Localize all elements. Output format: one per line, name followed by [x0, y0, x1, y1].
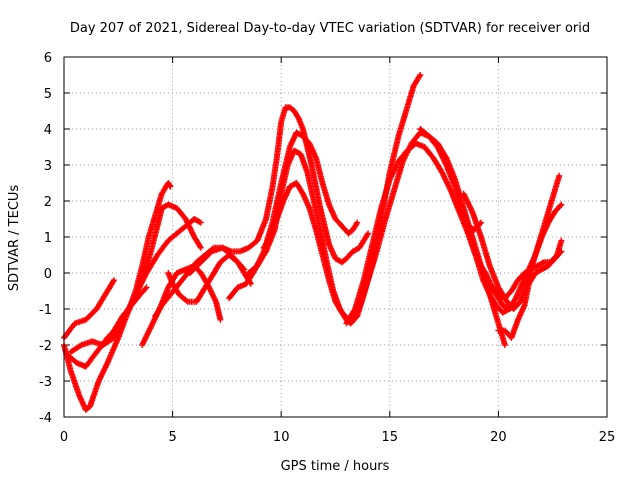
data-point: [183, 297, 190, 304]
data-point: [197, 244, 204, 251]
series-track-1: [61, 277, 117, 341]
y-tick-label: 5: [44, 87, 52, 102]
y-tick-label: 3: [44, 159, 52, 174]
y-tick-label: -2: [39, 339, 52, 354]
x-tick-label: 25: [599, 430, 616, 445]
y-tick-label: -4: [39, 411, 52, 426]
data-point: [558, 248, 565, 255]
plot-frame: [63, 56, 608, 418]
y-axis-label: SDTVAR / TECUs: [7, 185, 22, 292]
data-point: [354, 219, 361, 226]
x-tick-label: 10: [273, 430, 290, 445]
x-tick-label: 15: [382, 430, 399, 445]
data-point: [558, 237, 565, 244]
series-track-14: [417, 126, 508, 348]
data-points: [61, 72, 565, 413]
series-track-17: [486, 237, 565, 302]
y-tick-label: 4: [44, 123, 52, 138]
data-point: [143, 284, 150, 291]
data-point: [556, 172, 563, 179]
y-tick-label: 1: [44, 231, 52, 246]
series-track-10: [226, 129, 361, 302]
series-track-5: [100, 284, 150, 348]
data-point: [557, 202, 564, 209]
data-point: [501, 342, 508, 348]
data-point: [142, 285, 149, 292]
x-tick-labels: 0 5 10 15 20 25: [60, 430, 615, 445]
y-tick-label: 6: [44, 51, 52, 66]
y-tick-label: -1: [39, 303, 52, 318]
data-point: [478, 219, 484, 226]
y-tick-labels: -4 -3 -2 -1 0 1 2 3 4 5 6: [39, 51, 52, 426]
x-axis-label: GPS time / hours: [281, 459, 390, 474]
y-tick-label: -3: [39, 375, 52, 390]
chart-title: Day 207 of 2021, Sidereal Day-to-day VTE…: [70, 21, 590, 36]
y-tick-label: 0: [44, 267, 52, 282]
data-point: [217, 316, 224, 323]
data-point: [111, 277, 117, 284]
x-tick-label: 20: [490, 430, 507, 445]
y-tick-label: 2: [44, 195, 52, 210]
data-point: [197, 219, 204, 226]
data-point: [365, 230, 372, 237]
data-point: [417, 72, 424, 78]
data-point: [167, 183, 174, 190]
data-point: [558, 201, 565, 208]
data-point: [557, 249, 564, 256]
x-tick-label: 5: [168, 430, 176, 445]
x-tick-label: 0: [60, 430, 68, 445]
series-track-18: [495, 248, 565, 341]
